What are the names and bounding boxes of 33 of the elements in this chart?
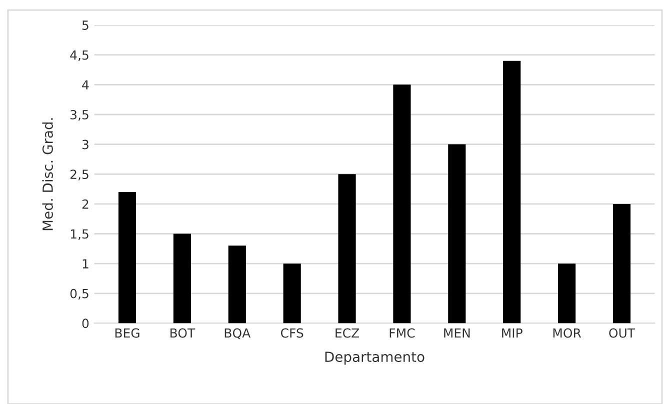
y-tick-label: 0 xyxy=(82,318,89,328)
y-tick-label: 0,5 xyxy=(70,288,88,300)
y-tick-label: 1 xyxy=(82,259,88,268)
y-tick-label: 3 xyxy=(82,140,88,150)
bar xyxy=(118,192,136,324)
x-tick-label: BQA xyxy=(224,328,251,340)
x-tick-label: OUT xyxy=(609,328,636,338)
x-tick-label: BEG xyxy=(115,328,140,338)
x-tick-label: CFS xyxy=(280,328,304,338)
bar xyxy=(283,264,301,324)
y-axis-title: Med. Disc. Grad. xyxy=(42,118,53,230)
y-tick-label: 2,5 xyxy=(70,170,88,180)
x-tick-label: ECZ xyxy=(336,328,360,338)
x-tick-label: MOR xyxy=(553,328,582,338)
y-tick-label: 4,5 xyxy=(70,50,88,62)
y-tick-label: 3,5 xyxy=(70,110,88,121)
x-tick-label: MEN xyxy=(444,328,470,338)
bar xyxy=(558,264,576,324)
y-tick-label: 4 xyxy=(82,80,89,90)
bar xyxy=(503,60,521,324)
x-tick-label: BOT xyxy=(170,328,196,338)
x-tick-label: FMC xyxy=(390,328,415,338)
bar xyxy=(393,84,411,324)
bar xyxy=(448,144,466,324)
bar xyxy=(173,234,191,324)
bar xyxy=(338,174,356,324)
y-tick-label: 5 xyxy=(82,20,88,30)
x-axis-title: Departamento xyxy=(325,352,424,365)
x-tick-label: MIP xyxy=(502,328,522,338)
y-tick-label: 2 xyxy=(82,199,88,209)
bar xyxy=(228,246,246,324)
y-tick-label: 1,5 xyxy=(70,229,88,240)
bar xyxy=(612,204,631,324)
